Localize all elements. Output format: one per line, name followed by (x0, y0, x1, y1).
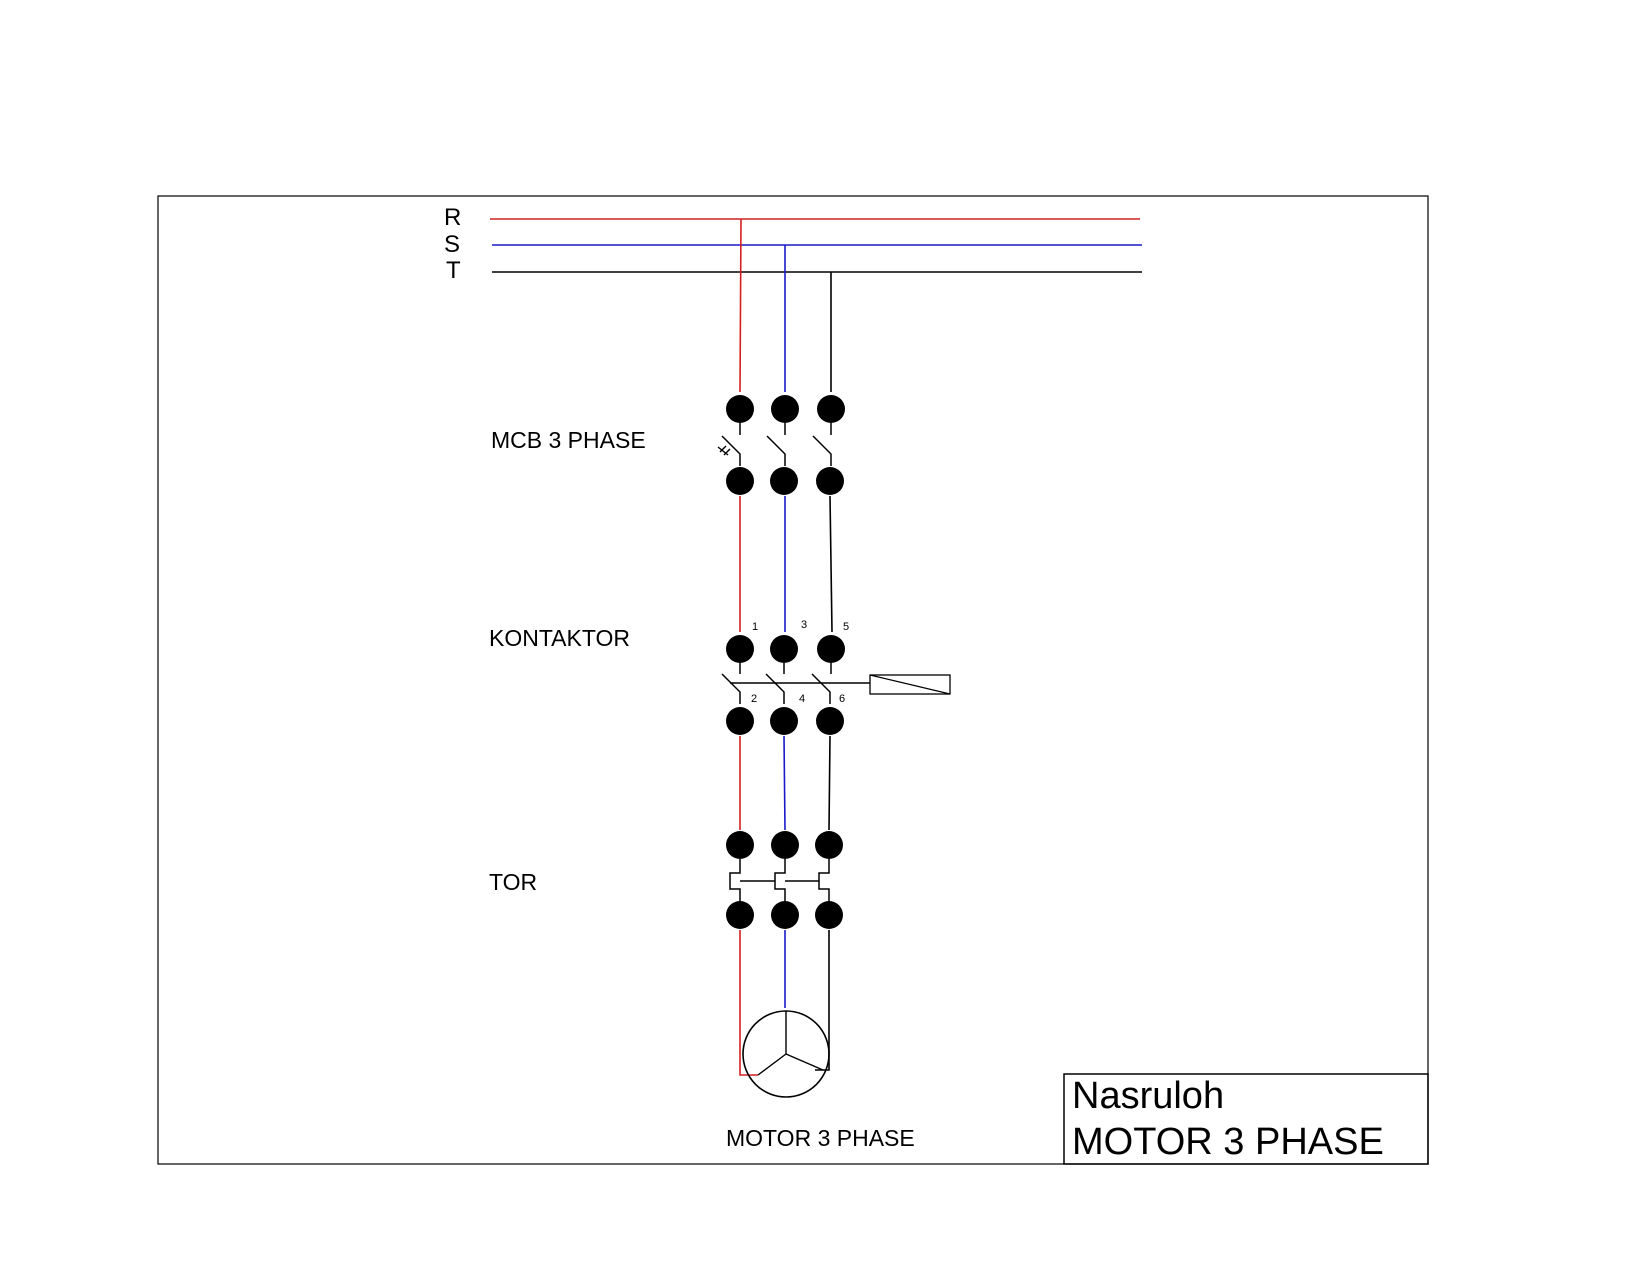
mcb-switch-blade (766, 435, 786, 466)
tor-terminal (726, 831, 754, 859)
mcb-terminal (771, 395, 799, 423)
contactor: KONTAKTOR 1 3 5 2 4 6 (489, 619, 951, 735)
wire-t-contactor-tor (828, 735, 831, 831)
wire-s-contactor-tor (783, 735, 786, 831)
mcb-terminal (817, 395, 845, 423)
phase-label-r: R (444, 204, 461, 231)
contactor-terminal (770, 635, 798, 663)
contactor-terminal (816, 707, 844, 735)
title-block-title: MOTOR 3 PHASE (1072, 1121, 1384, 1163)
contactor-terminal (726, 635, 754, 663)
contactor-coil-diagonal (869, 674, 951, 695)
contactor-contact-blade (721, 673, 741, 704)
wire-t-tor-motor (815, 930, 830, 1071)
tor-thermal-element (818, 859, 830, 902)
tor-thermal-element (774, 859, 786, 902)
contactor-terminal-number: 2 (751, 693, 757, 705)
mcb: MCB 3 PHASE (491, 395, 845, 495)
contactor-terminal (817, 635, 845, 663)
mcb-terminal (816, 467, 844, 495)
tor-terminal (815, 831, 843, 859)
tor-label: TOR (489, 869, 537, 895)
contactor-coil (869, 674, 951, 695)
tor-terminal (771, 831, 799, 859)
motor: MOTOR 3 PHASE (726, 1010, 915, 1151)
title-block-box (1063, 1073, 1429, 1165)
motor-star-winding (757, 1053, 787, 1076)
motor-star-winding (785, 1053, 824, 1071)
contactor-contact-blade (811, 673, 831, 704)
contactor-terminal (770, 707, 798, 735)
mcb-label: MCB 3 PHASE (491, 427, 646, 453)
contactor-terminal (726, 707, 754, 735)
mcb-terminal (726, 467, 754, 495)
title-block-author: Nasruloh (1072, 1075, 1224, 1117)
contactor-terminal-number: 6 (839, 693, 845, 705)
phase-label-s: S (444, 231, 460, 258)
mcb-switch-blade (812, 435, 832, 466)
mcb-switch-blade (721, 435, 741, 466)
tor-terminal (726, 901, 754, 929)
tor-terminal (815, 901, 843, 929)
contactor-terminal-number: 5 (843, 621, 849, 633)
title-block: Nasruloh MOTOR 3 PHASE (1063, 1073, 1429, 1165)
thermal-overload-relay: TOR (489, 831, 843, 929)
contactor-label: KONTAKTOR (489, 625, 630, 651)
wire-r-bus-mcb (739, 218, 742, 393)
mcb-terminal (726, 395, 754, 423)
contactor-terminal-number: 1 (752, 621, 758, 633)
mcb-trip-icon (717, 445, 731, 456)
wire-t-mcb-contactor (829, 495, 833, 633)
motor-label: MOTOR 3 PHASE (726, 1125, 915, 1151)
tor-terminal (771, 901, 799, 929)
phase-label-t: T (446, 257, 461, 284)
drawing-frame (157, 195, 1429, 1165)
tor-thermal-element (729, 859, 741, 902)
contactor-contact-blade (765, 673, 785, 704)
contactor-terminal-number: 3 (801, 619, 807, 631)
mcb-terminal (770, 467, 798, 495)
wire-r-tor-motor (739, 930, 758, 1076)
contactor-terminal-number: 4 (799, 693, 805, 705)
